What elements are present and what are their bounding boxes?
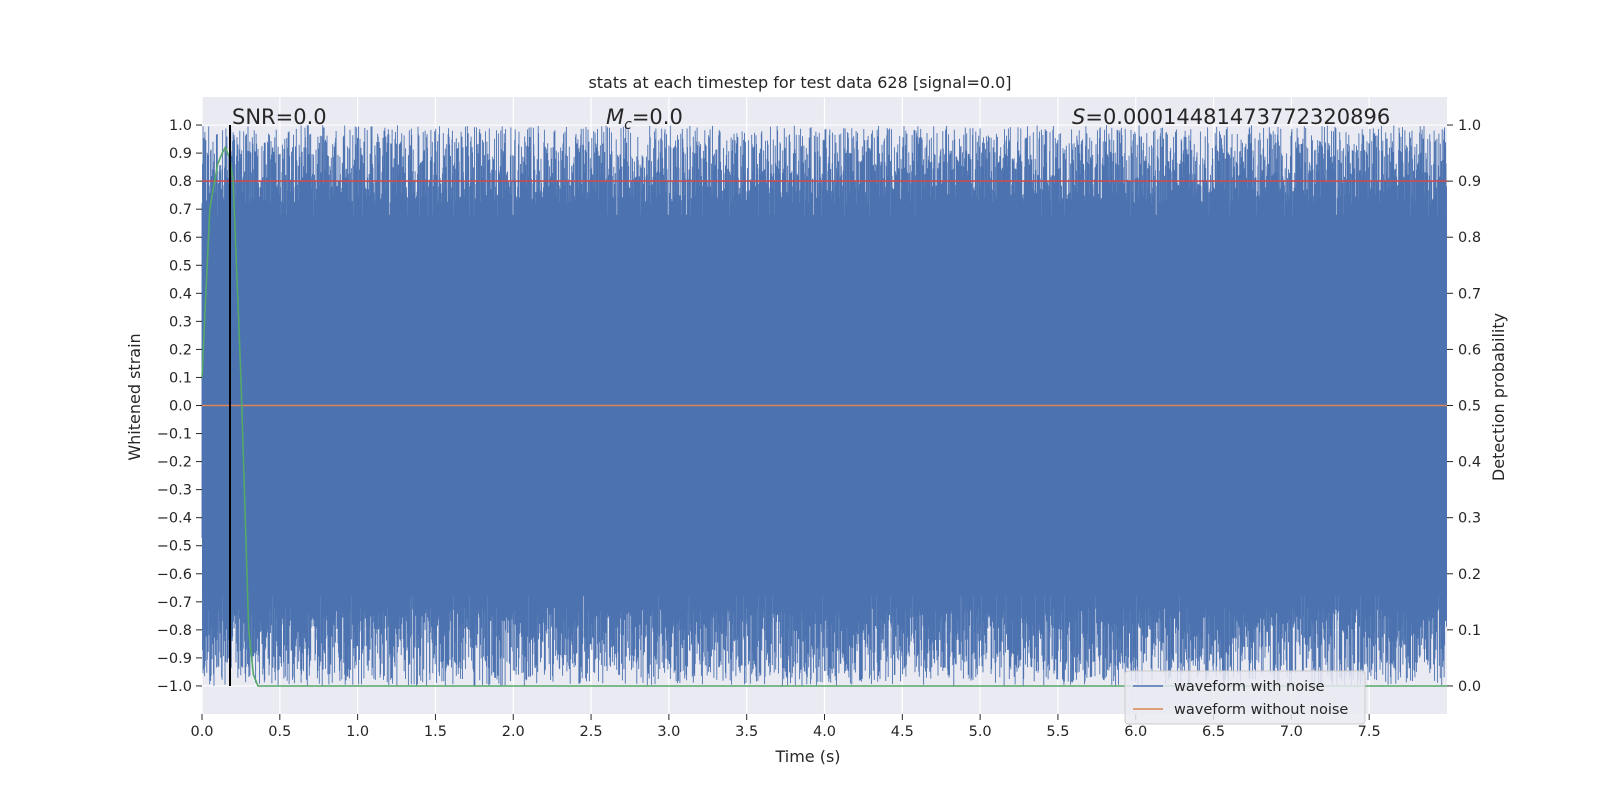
y2-tick-label: 0.6 bbox=[1458, 342, 1481, 358]
chirp-mass-subscript: c bbox=[624, 117, 632, 133]
y-tick-label: 0.5 bbox=[169, 258, 192, 274]
x-axis-label: Time (s) bbox=[774, 747, 840, 766]
x-tick-label: 2.5 bbox=[580, 724, 603, 740]
x-tick-label: 2.0 bbox=[502, 724, 525, 740]
x-tick-label: 1.0 bbox=[346, 724, 369, 740]
legend: waveform with noise waveform without noi… bbox=[1124, 670, 1366, 725]
x-tick-label: 0.5 bbox=[268, 724, 291, 740]
y2-tick-label: 1.0 bbox=[1458, 118, 1481, 134]
x-tick-label: 7.5 bbox=[1358, 724, 1381, 740]
y-tick-label: 0.4 bbox=[169, 286, 192, 302]
y2-tick-label: 0.7 bbox=[1458, 286, 1481, 302]
x-tick-label: 5.5 bbox=[1046, 724, 1069, 740]
axes: 0.0 0.5 1.0 1.5 2.0 2.5 3.0 3.5 4.0 4.5 5.0 5.5 6.0 6… bbox=[157, 118, 1481, 740]
x-tick-label: 6.0 bbox=[1124, 724, 1147, 740]
y-tick-label: −0.7 bbox=[157, 595, 192, 611]
y2-tick-label: 0.0 bbox=[1458, 679, 1481, 695]
x-tick-label: 4.5 bbox=[891, 724, 914, 740]
y-tick-label: 0.9 bbox=[169, 146, 192, 162]
s-symbol: S bbox=[1072, 105, 1085, 129]
legend-label-noise: waveform with noise bbox=[1174, 679, 1325, 695]
x-tick-label: 1.5 bbox=[424, 724, 447, 740]
y-tick-label: −0.1 bbox=[157, 427, 192, 443]
y-tick-label: 0.2 bbox=[169, 342, 192, 358]
y-tick-label: −1.0 bbox=[157, 679, 192, 695]
y-tick-label: −0.3 bbox=[157, 483, 192, 499]
y2-tick-label: 0.4 bbox=[1458, 455, 1481, 471]
y-axis-label: Whitened strain bbox=[125, 333, 144, 460]
y-tick-label: −0.4 bbox=[157, 511, 192, 527]
y-tick-label: 0.6 bbox=[169, 230, 192, 246]
y-tick-label: −0.9 bbox=[157, 651, 192, 667]
chirp-mass-symbol: M bbox=[606, 105, 624, 129]
y-tick-label: 0.0 bbox=[169, 399, 192, 415]
y-tick-label: 0.8 bbox=[169, 174, 192, 190]
chirp-mass-value: =0.0 bbox=[632, 105, 683, 129]
snr-annotation: SNR=0.0 bbox=[232, 105, 327, 129]
legend-label-clean: waveform without noise bbox=[1174, 702, 1348, 718]
y2-tick-label: 0.5 bbox=[1458, 399, 1481, 415]
y2-tick-label: 0.8 bbox=[1458, 230, 1481, 246]
y2-tick-label: 0.3 bbox=[1458, 511, 1481, 527]
y-tick-label: −0.6 bbox=[157, 567, 192, 583]
chirp-mass-annotation: Mc=0.0 bbox=[606, 105, 683, 133]
x-tick-label: 5.0 bbox=[969, 724, 992, 740]
x-tick-label: 0.0 bbox=[190, 724, 213, 740]
x-tick-label: 4.0 bbox=[813, 724, 836, 740]
y2-tick-label: 0.2 bbox=[1458, 567, 1481, 583]
x-tick-label: 6.5 bbox=[1202, 724, 1225, 740]
series-detection-probability bbox=[201, 145, 1447, 687]
x-tick-label: 3.0 bbox=[657, 724, 680, 740]
x-tick-label: 3.5 bbox=[735, 724, 758, 740]
series-lines bbox=[201, 125, 1447, 687]
y-tick-label: 0.7 bbox=[169, 202, 192, 218]
s-annotation: S=0.00014481473772320896 bbox=[1072, 105, 1390, 129]
y2-axis-label: Detection probability bbox=[1489, 313, 1508, 481]
y-tick-label: 1.0 bbox=[169, 118, 192, 134]
y2-tick-label: 0.1 bbox=[1458, 623, 1481, 639]
x-tick-label: 7.0 bbox=[1280, 724, 1303, 740]
legend-box bbox=[1124, 670, 1366, 725]
y-tick-label: 0.1 bbox=[169, 370, 192, 386]
y2-tick-label: 0.9 bbox=[1458, 174, 1481, 190]
y-tick-label: −0.2 bbox=[157, 455, 192, 471]
y-tick-label: −0.8 bbox=[157, 623, 192, 639]
y-tick-label: −0.5 bbox=[157, 539, 192, 555]
y-tick-label: 0.3 bbox=[169, 314, 192, 330]
s-value: =0.00014481473772320896 bbox=[1085, 105, 1390, 129]
chart-title: stats at each timestep for test data 628… bbox=[588, 73, 1011, 92]
